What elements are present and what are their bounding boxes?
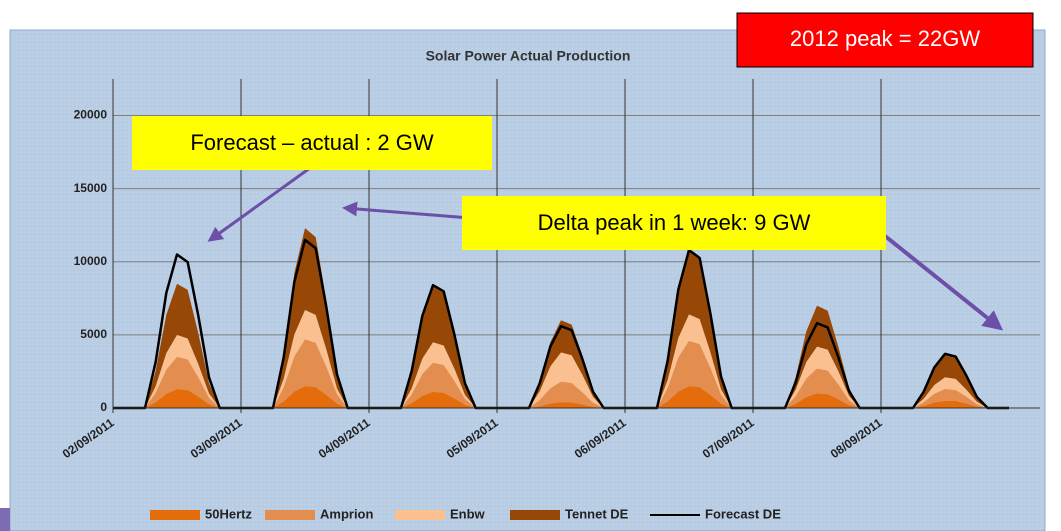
legend-label: 50Hertz: [205, 506, 252, 521]
chart-title: Solar Power Actual Production: [426, 48, 631, 64]
arrow: [342, 201, 471, 220]
annotation-box: [736, 12, 1034, 68]
legend-label: Tennet DE: [565, 506, 629, 521]
chart-panel: [9, 29, 1046, 531]
annotation: Forecast – actual : 2 GW: [190, 130, 434, 155]
y-tick-label: 0: [100, 400, 107, 414]
annotation-box: [462, 196, 886, 250]
annotation: 2012 peak = 22GW: [790, 26, 980, 51]
y-tick-label: 10000: [74, 254, 108, 268]
annotation: Delta peak in 1 week: 9 GW: [538, 210, 811, 235]
legend-swatch: [265, 510, 315, 520]
legend-label: Enbw: [450, 506, 486, 521]
area: [113, 339, 1009, 408]
legend-swatch: [150, 510, 200, 520]
legend-swatch: [395, 510, 445, 520]
annotation-box: [132, 116, 492, 170]
y-tick-label: 20000: [74, 108, 108, 122]
arrow: [207, 166, 311, 242]
y-tick-label: 15000: [74, 181, 108, 195]
slide-accent: [0, 508, 10, 531]
area: [113, 386, 1009, 408]
legend-label: Forecast DE: [705, 506, 781, 521]
legend-label: Amprion: [320, 506, 374, 521]
y-tick-label: 5000: [80, 327, 107, 341]
arrow: [878, 230, 1004, 331]
area: [113, 228, 1009, 408]
plot-area: [112, 79, 1040, 413]
area: [113, 310, 1009, 408]
legend-swatch: [510, 510, 560, 520]
